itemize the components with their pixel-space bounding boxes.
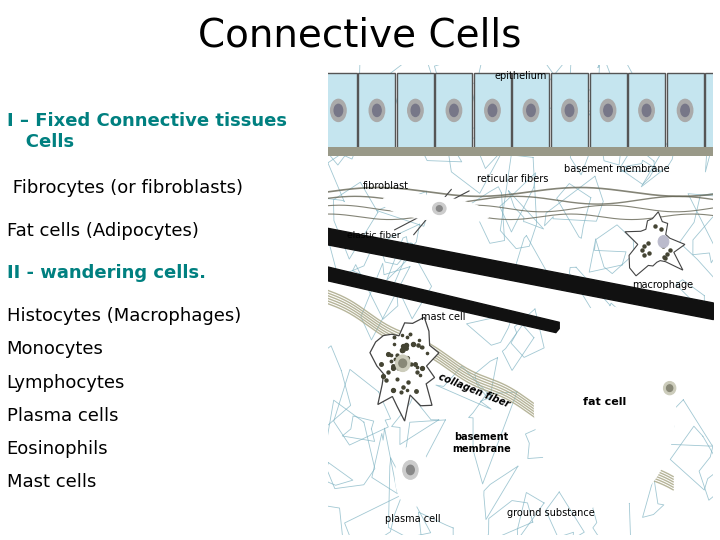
Ellipse shape — [664, 381, 676, 395]
Circle shape — [639, 99, 654, 122]
Circle shape — [488, 104, 497, 117]
Text: elastic fiber: elastic fiber — [347, 231, 400, 240]
Circle shape — [369, 99, 384, 122]
Circle shape — [485, 99, 500, 122]
Text: Connective Cells: Connective Cells — [198, 17, 522, 55]
Text: Plasma cells: Plasma cells — [6, 407, 118, 425]
FancyBboxPatch shape — [397, 73, 434, 148]
Text: Lymphocytes: Lymphocytes — [6, 374, 125, 391]
Circle shape — [334, 104, 343, 117]
FancyBboxPatch shape — [628, 73, 665, 148]
Circle shape — [716, 99, 720, 122]
Ellipse shape — [407, 465, 414, 475]
Circle shape — [642, 104, 651, 117]
Text: plasma cell: plasma cell — [384, 514, 440, 524]
Text: II - wandering cells.: II - wandering cells. — [6, 265, 205, 282]
Text: fat cell: fat cell — [583, 397, 626, 407]
Text: Mast cells: Mast cells — [6, 474, 96, 491]
Text: Histocytes (Macrophages): Histocytes (Macrophages) — [6, 307, 240, 325]
Circle shape — [604, 104, 612, 117]
Ellipse shape — [395, 355, 410, 372]
FancyBboxPatch shape — [436, 73, 472, 148]
FancyBboxPatch shape — [705, 73, 720, 148]
Ellipse shape — [395, 446, 429, 507]
Circle shape — [330, 99, 346, 122]
Text: fibroblast: fibroblast — [362, 181, 408, 191]
Ellipse shape — [658, 235, 669, 248]
Circle shape — [565, 104, 574, 117]
Text: I – Fixed Connective tissues
   Cells: I – Fixed Connective tissues Cells — [6, 112, 287, 151]
Ellipse shape — [667, 385, 672, 392]
Circle shape — [411, 104, 420, 117]
Circle shape — [600, 99, 616, 122]
Circle shape — [527, 104, 535, 117]
Text: Eosinophils: Eosinophils — [6, 440, 108, 458]
Circle shape — [562, 99, 577, 122]
FancyBboxPatch shape — [513, 73, 549, 148]
Circle shape — [408, 99, 423, 122]
Text: mast cell: mast cell — [421, 312, 465, 322]
Circle shape — [681, 104, 689, 117]
Circle shape — [450, 104, 458, 117]
Text: reticular fibers: reticular fibers — [477, 174, 548, 184]
Text: epithelium: epithelium — [494, 71, 546, 82]
Text: Monocytes: Monocytes — [6, 340, 104, 359]
FancyBboxPatch shape — [320, 73, 357, 148]
FancyBboxPatch shape — [551, 73, 588, 148]
Text: Fibrocytes (or fibroblasts): Fibrocytes (or fibroblasts) — [6, 179, 243, 197]
FancyBboxPatch shape — [667, 73, 703, 148]
Circle shape — [523, 99, 539, 122]
FancyBboxPatch shape — [320, 146, 720, 156]
Circle shape — [678, 99, 693, 122]
Ellipse shape — [399, 359, 407, 367]
Text: Fat cells (Adipocytes): Fat cells (Adipocytes) — [6, 221, 199, 240]
Polygon shape — [370, 317, 439, 421]
Ellipse shape — [382, 194, 489, 222]
Text: collagen fiber: collagen fiber — [437, 372, 511, 410]
FancyBboxPatch shape — [590, 73, 626, 148]
FancyBboxPatch shape — [474, 73, 511, 148]
Ellipse shape — [433, 202, 446, 214]
Ellipse shape — [436, 206, 442, 211]
Circle shape — [373, 104, 381, 117]
FancyBboxPatch shape — [359, 73, 395, 148]
Text: basement membrane: basement membrane — [564, 164, 670, 174]
Ellipse shape — [402, 461, 418, 480]
Polygon shape — [625, 212, 685, 276]
Text: macrophage: macrophage — [632, 280, 693, 291]
Circle shape — [446, 99, 462, 122]
Text: basement
membrane: basement membrane — [452, 433, 511, 454]
Circle shape — [535, 307, 675, 508]
Text: ground substance: ground substance — [507, 508, 595, 518]
